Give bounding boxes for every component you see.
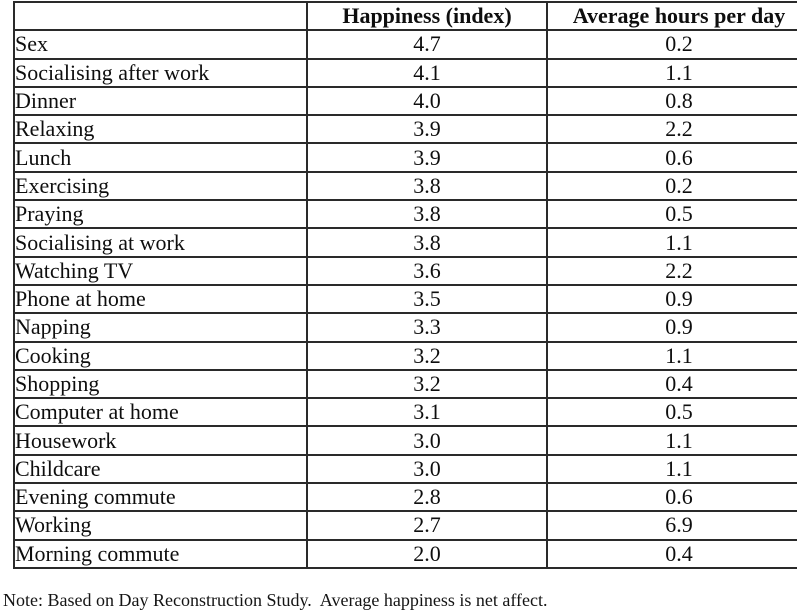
hours-cell: 0.6 (546, 482, 797, 513)
activity-cell: Morning commute (13, 538, 308, 569)
table-row: Sex 4.7 0.2 (13, 29, 797, 60)
table-row: Cooking 3.2 1.1 (13, 340, 797, 371)
hours-cell: 1.1 (546, 227, 797, 258)
hours-cell: 0.2 (546, 170, 797, 202)
table-row: Morning commute 2.0 0.4 (13, 538, 797, 569)
activity-cell: Sex (13, 29, 308, 60)
hours-cell: 0.9 (546, 283, 797, 315)
header-happiness-index: Happiness (index) (306, 0, 548, 32)
activity-cell: Evening commute (13, 482, 308, 513)
hours-cell: 1.1 (546, 340, 797, 371)
hours-cell: 1.1 (546, 453, 797, 485)
header-row: Happiness (index) Average hours per day (13, 0, 797, 32)
activity-cell: Socialising at work (13, 227, 308, 258)
table-row: Computer at home 3.1 0.5 (13, 397, 797, 428)
happiness-cell: 3.5 (306, 283, 548, 315)
activity-cell: Napping (13, 312, 308, 343)
happiness-cell: 3.9 (306, 114, 548, 145)
activity-cell: Cooking (13, 340, 308, 371)
table-row: Exercising 3.8 0.2 (13, 170, 797, 202)
footnote: Note: Based on Day Reconstruction Study.… (3, 590, 548, 610)
table-row: Socialising at work 3.8 1.1 (13, 227, 797, 258)
activity-cell: Housework (13, 425, 308, 456)
hours-cell: 0.6 (546, 142, 797, 173)
table-row: Napping 3.3 0.9 (13, 312, 797, 343)
activity-cell: Relaxing (13, 114, 308, 145)
activity-cell: Dinner (13, 85, 308, 117)
happiness-cell: 3.3 (306, 312, 548, 343)
happiness-cell: 3.8 (306, 227, 548, 258)
table-row: Lunch 3.9 0.6 (13, 142, 797, 173)
table-row: Working 2.7 6.9 (13, 510, 797, 541)
happiness-cell: 3.0 (306, 425, 548, 456)
hours-cell: 0.4 (546, 538, 797, 569)
happiness-cell: 3.9 (306, 142, 548, 173)
activity-cell: Computer at home (13, 397, 308, 428)
activity-cell: Exercising (13, 170, 308, 202)
happiness-activities-table: Happiness (index) Average hours per day … (13, 0, 797, 569)
hours-cell: 1.1 (546, 57, 797, 88)
table-row: Childcare 3.0 1.1 (13, 453, 797, 485)
happiness-cell: 3.8 (306, 199, 548, 230)
table-row: Shopping 3.2 0.4 (13, 368, 797, 400)
table-row: Housework 3.0 1.1 (13, 425, 797, 456)
happiness-cell: 3.2 (306, 368, 548, 400)
hours-cell: 0.2 (546, 29, 797, 60)
happiness-cell: 3.6 (306, 255, 548, 286)
table-row: Evening commute 2.8 0.6 (13, 482, 797, 513)
table-row: Socialising after work 4.1 1.1 (13, 57, 797, 88)
happiness-cell: 4.1 (306, 57, 548, 88)
happiness-cell: 3.8 (306, 170, 548, 202)
happiness-cell: 4.7 (306, 29, 548, 60)
activity-cell: Praying (13, 199, 308, 230)
header-activity (13, 0, 308, 32)
table-row: Watching TV 3.6 2.2 (13, 255, 797, 286)
activity-cell: Childcare (13, 453, 308, 485)
hours-cell: 2.2 (546, 114, 797, 145)
happiness-cell: 3.1 (306, 397, 548, 428)
table-body: Sex 4.7 0.2 Socialising after work 4.1 1… (13, 29, 797, 569)
activity-cell: Lunch (13, 142, 308, 173)
hours-cell: 0.5 (546, 199, 797, 230)
table-header: Happiness (index) Average hours per day (13, 0, 797, 32)
hours-cell: 2.2 (546, 255, 797, 286)
hours-cell: 0.8 (546, 85, 797, 117)
activity-cell: Watching TV (13, 255, 308, 286)
happiness-cell: 3.2 (306, 340, 548, 371)
table-row: Relaxing 3.9 2.2 (13, 114, 797, 145)
table-row: Phone at home 3.5 0.9 (13, 283, 797, 315)
activity-cell: Phone at home (13, 283, 308, 315)
happiness-cell: 2.7 (306, 510, 548, 541)
hours-cell: 0.4 (546, 368, 797, 400)
happiness-cell: 2.0 (306, 538, 548, 569)
hours-cell: 0.9 (546, 312, 797, 343)
table-row: Praying 3.8 0.5 (13, 199, 797, 230)
hours-cell: 6.9 (546, 510, 797, 541)
happiness-cell: 4.0 (306, 85, 548, 117)
happiness-cell: 2.8 (306, 482, 548, 513)
activity-cell: Shopping (13, 368, 308, 400)
hours-cell: 1.1 (546, 425, 797, 456)
happiness-cell: 3.0 (306, 453, 548, 485)
activity-cell: Socialising after work (13, 57, 308, 88)
table-row: Dinner 4.0 0.8 (13, 85, 797, 117)
hours-cell: 0.5 (546, 397, 797, 428)
header-average-hours: Average hours per day (546, 0, 797, 32)
activity-cell: Working (13, 510, 308, 541)
